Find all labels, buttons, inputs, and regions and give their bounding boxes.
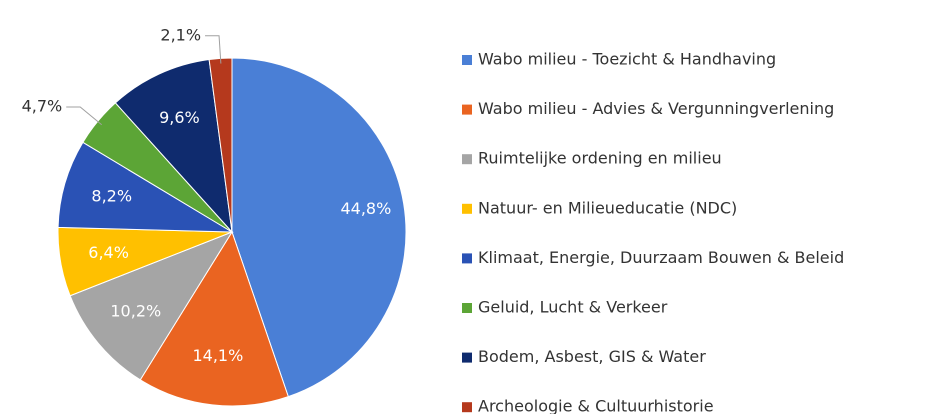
pie-slice <box>57 141 234 233</box>
legend-label: Archeologie & Cultuurhistorie <box>478 397 714 414</box>
data-label: 10,2% <box>110 302 161 321</box>
pie-slice <box>139 230 289 407</box>
legend-swatch <box>462 402 472 413</box>
legend-label: Bodem, Asbest, GIS & Water <box>478 347 706 366</box>
legend-swatch <box>462 253 472 264</box>
legend-swatch <box>462 203 472 214</box>
data-label: 4,7% <box>22 97 63 116</box>
data-label: 9,6% <box>159 108 200 127</box>
data-label: 2,1% <box>160 25 201 44</box>
data-label: 44,8% <box>340 199 391 218</box>
data-label: 14,1% <box>192 346 243 365</box>
legend-swatch <box>462 352 472 363</box>
leader-line <box>66 106 103 126</box>
legend-label: Wabo milieu - Advies & Vergunningverleni… <box>478 99 834 118</box>
legend-label: Ruimtelijke ordening en milieu <box>478 149 722 168</box>
pie-slice <box>114 58 233 234</box>
legend-label: Klimaat, Energie, Duurzaam Bouwen & Bele… <box>478 248 844 267</box>
data-label: 8,2% <box>91 186 132 205</box>
legend-label: Natuur- en Milieueducatie (NDC) <box>478 198 737 217</box>
legend-swatch <box>462 154 472 165</box>
legend-label: Wabo milieu - Toezicht & Handhaving <box>478 50 776 69</box>
legend-swatch <box>462 104 472 115</box>
data-label: 6,4% <box>88 243 129 262</box>
legend-label: Geluid, Lucht & Verkeer <box>478 298 668 317</box>
pie-slice <box>231 57 407 398</box>
pie-slice <box>69 230 234 381</box>
leader-line <box>205 35 222 64</box>
legend-swatch <box>462 55 472 65</box>
legend-swatch <box>462 303 472 313</box>
